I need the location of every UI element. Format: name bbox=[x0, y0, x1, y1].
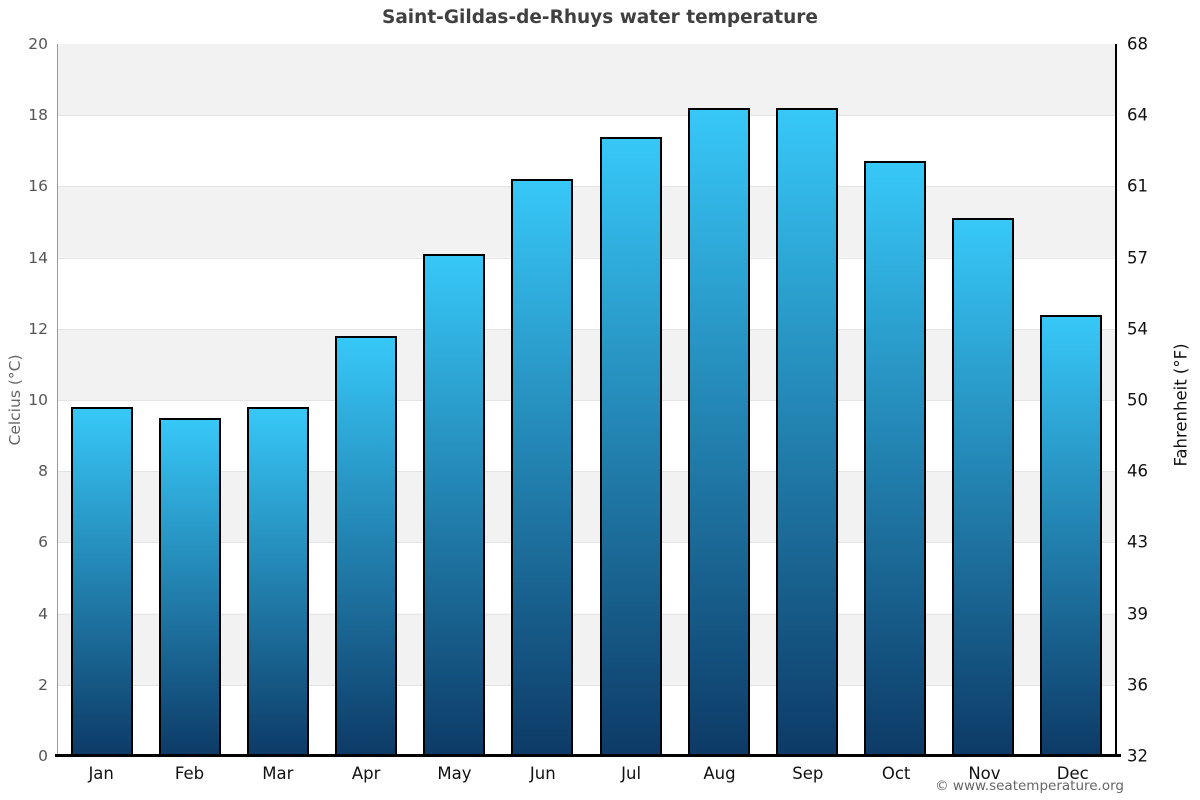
y-tick-celsius-14: 14 bbox=[28, 248, 48, 267]
gridline-18 bbox=[58, 115, 1115, 117]
x-tick-label-jul: Jul bbox=[621, 764, 642, 783]
y-tick-fahrenheit-68: 68 bbox=[1127, 34, 1148, 54]
bar-slot-jun bbox=[498, 44, 586, 756]
bar-slot-aug bbox=[675, 44, 763, 756]
bars-container bbox=[58, 44, 1115, 756]
gridline-2 bbox=[58, 684, 1115, 686]
x-tick-label-apr: Apr bbox=[351, 764, 381, 783]
y-tick-celsius-20: 20 bbox=[28, 35, 48, 53]
bar-slot-oct bbox=[851, 44, 939, 756]
y-tick-fahrenheit-54: 54 bbox=[1127, 319, 1148, 339]
x-tick-label-jan: Jan bbox=[88, 764, 114, 783]
y-tick-fahrenheit-57: 57 bbox=[1127, 248, 1148, 268]
bar-slot-nov bbox=[939, 44, 1027, 756]
x-tick-label-may: May bbox=[437, 764, 472, 783]
bar-aug bbox=[687, 108, 750, 756]
bar-jul bbox=[599, 136, 662, 756]
y-tick-celsius-16: 16 bbox=[28, 177, 48, 196]
bar-slot-sep bbox=[763, 44, 851, 756]
bar-dec bbox=[1039, 314, 1102, 756]
gridline-14 bbox=[58, 257, 1115, 259]
y-tick-fahrenheit-61: 61 bbox=[1127, 176, 1148, 196]
bar-mar bbox=[247, 407, 310, 756]
gridline-10 bbox=[58, 400, 1115, 401]
x-tick-label-aug: Aug bbox=[703, 764, 736, 783]
bar-may bbox=[423, 254, 486, 756]
x-tick-label-jun: Jun bbox=[529, 764, 556, 783]
y-tick-fahrenheit-50: 50 bbox=[1127, 390, 1148, 410]
bar-slot-mar bbox=[234, 44, 322, 756]
bar-feb bbox=[159, 417, 222, 756]
gridline-6 bbox=[58, 542, 1115, 544]
y-tick-fahrenheit-64: 64 bbox=[1127, 105, 1148, 125]
gridline-16 bbox=[58, 186, 1115, 188]
y-tick-celsius-4: 4 bbox=[38, 604, 48, 623]
bar-slot-feb bbox=[146, 44, 234, 756]
y-tick-celsius-10: 10 bbox=[28, 391, 48, 409]
x-tick-label-mar: Mar bbox=[262, 764, 294, 783]
bar-slot-apr bbox=[322, 44, 410, 756]
x-tick-label-sep: Sep bbox=[792, 764, 824, 783]
y-tick-celsius-12: 12 bbox=[28, 319, 48, 338]
y-tick-fahrenheit-39: 39 bbox=[1127, 604, 1148, 624]
x-tick-label-dec: Dec bbox=[1056, 764, 1089, 783]
chart-title: Saint-Gildas-de-Rhuys water temperature bbox=[382, 7, 818, 28]
y-tick-celsius-6: 6 bbox=[38, 533, 48, 552]
y-tick-fahrenheit-43: 43 bbox=[1127, 532, 1148, 552]
y-tick-fahrenheit-32: 32 bbox=[1127, 746, 1148, 766]
copyright-text: © www.seatemperature.org bbox=[935, 778, 1124, 794]
bar-slot-may bbox=[410, 44, 498, 756]
y-tick-celsius-0: 0 bbox=[38, 747, 48, 765]
y-tick-celsius-8: 8 bbox=[38, 462, 48, 481]
bar-oct bbox=[863, 161, 926, 756]
bar-slot-dec bbox=[1027, 44, 1115, 756]
x-axis-line bbox=[55, 754, 1121, 757]
y-tick-fahrenheit-46: 46 bbox=[1127, 461, 1148, 481]
x-tick-label-feb: Feb bbox=[174, 764, 205, 783]
gridline-4 bbox=[58, 613, 1115, 615]
y-tick-celsius-18: 18 bbox=[28, 106, 48, 125]
bar-apr bbox=[335, 335, 398, 756]
y-tick-fahrenheit-36: 36 bbox=[1127, 675, 1148, 695]
y-tick-celsius-2: 2 bbox=[38, 675, 48, 694]
x-axis-labels: Jan Feb Mar Apr May Jun Jul Aug Sep Oct Nov Dec bbox=[57, 764, 1117, 783]
bar-slot-jan bbox=[58, 44, 146, 756]
gridline-8 bbox=[58, 471, 1115, 473]
x-tick-label-oct: Oct bbox=[881, 764, 911, 783]
x-tick-label-nov: Nov bbox=[968, 764, 1001, 783]
bar-jan bbox=[71, 407, 134, 756]
bar-slot-jul bbox=[586, 44, 674, 756]
bar-sep bbox=[775, 108, 838, 756]
plot-area bbox=[57, 44, 1117, 756]
gridline-12 bbox=[58, 328, 1115, 330]
bar-nov bbox=[951, 218, 1014, 756]
bar-jun bbox=[511, 179, 574, 756]
